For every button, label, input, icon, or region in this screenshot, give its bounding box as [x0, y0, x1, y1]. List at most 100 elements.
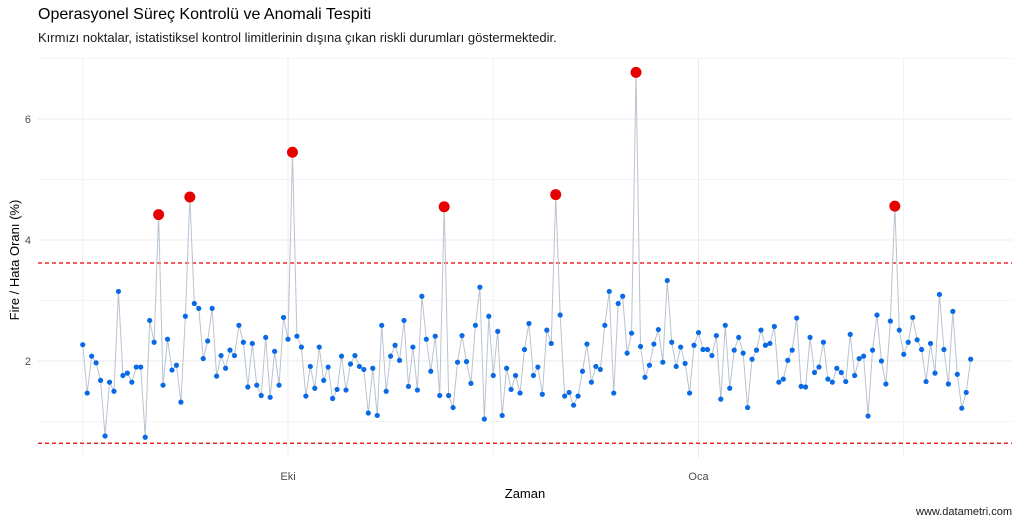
data-point	[776, 379, 782, 385]
data-point	[941, 346, 947, 353]
data-point	[80, 342, 86, 348]
data-point	[597, 366, 603, 373]
data-point	[602, 322, 608, 328]
data-point	[245, 384, 251, 390]
data-point	[905, 339, 911, 345]
data-point	[678, 344, 684, 350]
data-point	[834, 365, 840, 371]
data-point	[910, 314, 916, 321]
data-point	[642, 374, 648, 380]
data-point	[218, 352, 224, 359]
data-point	[285, 336, 291, 342]
data-point	[307, 363, 313, 370]
data-point	[794, 315, 800, 321]
data-point	[490, 372, 496, 379]
data-point	[89, 353, 95, 359]
data-point	[414, 387, 420, 393]
data-point	[562, 393, 568, 399]
data-point	[869, 347, 876, 353]
data-point	[611, 390, 617, 396]
anomaly-point	[286, 146, 298, 158]
y-axis-label: Fire / Hata Oranı (%)	[7, 200, 22, 321]
anomaly-point	[889, 200, 901, 212]
data-point	[142, 434, 148, 440]
data-point	[789, 347, 795, 353]
data-point	[718, 396, 724, 402]
data-point	[686, 390, 693, 396]
data-point	[829, 379, 835, 385]
data-point	[454, 359, 461, 365]
data-point	[535, 364, 541, 370]
data-point	[847, 331, 853, 337]
data-points	[80, 66, 974, 440]
data-point	[463, 359, 470, 365]
data-point	[932, 370, 938, 376]
data-point	[767, 340, 773, 347]
data-point	[222, 365, 229, 371]
data-point	[709, 352, 715, 359]
data-point	[303, 393, 309, 399]
data-point	[615, 300, 621, 307]
data-point	[178, 399, 184, 405]
data-point	[504, 365, 510, 371]
y-tick-label: 6	[25, 114, 31, 126]
data-point	[584, 341, 590, 347]
anomaly-point	[550, 189, 562, 201]
data-point	[530, 372, 537, 379]
data-point	[365, 410, 371, 416]
data-point	[432, 333, 438, 339]
y-tick-label: 4	[25, 235, 31, 247]
data-point	[820, 339, 827, 345]
data-point	[361, 366, 367, 373]
data-point	[753, 347, 760, 353]
data-point	[945, 381, 951, 387]
data-point	[249, 340, 255, 347]
data-point	[356, 363, 362, 370]
data-point	[254, 382, 260, 388]
data-point	[240, 339, 246, 345]
y-tick-label: 2	[25, 356, 31, 368]
chart-subtitle: Kırmızı noktalar, istatistiksel kontrol …	[38, 30, 557, 45]
data-point	[896, 327, 902, 333]
data-point	[807, 334, 813, 341]
data-point	[370, 365, 376, 371]
data-point	[548, 340, 554, 347]
data-point	[963, 389, 969, 396]
data-point	[950, 308, 956, 314]
data-point	[727, 385, 733, 391]
data-point	[227, 347, 233, 353]
data-point	[749, 356, 755, 362]
data-point	[655, 326, 661, 333]
data-point	[481, 416, 487, 422]
data-point	[802, 384, 809, 390]
data-point	[691, 342, 697, 348]
data-point	[468, 380, 474, 386]
data-point	[959, 405, 965, 411]
data-point	[669, 339, 675, 345]
data-point	[191, 300, 197, 307]
data-point	[410, 344, 416, 350]
data-point	[758, 327, 764, 333]
data-point	[486, 313, 492, 319]
data-point	[428, 368, 434, 374]
data-point	[878, 358, 885, 364]
data-point	[169, 367, 175, 373]
data-point	[566, 389, 572, 396]
data-point	[660, 359, 666, 365]
data-point	[731, 347, 737, 353]
data-point	[405, 383, 412, 390]
data-point	[280, 314, 287, 321]
data-point	[968, 356, 974, 362]
data-point	[151, 339, 157, 345]
data-point	[579, 368, 586, 374]
data-point	[816, 364, 822, 370]
data-point	[182, 313, 188, 319]
data-point	[383, 388, 389, 394]
data-point	[843, 378, 849, 385]
data-point	[84, 390, 90, 396]
data-point	[919, 346, 925, 353]
data-point	[392, 342, 398, 348]
data-point	[263, 334, 269, 341]
data-point	[124, 370, 130, 376]
